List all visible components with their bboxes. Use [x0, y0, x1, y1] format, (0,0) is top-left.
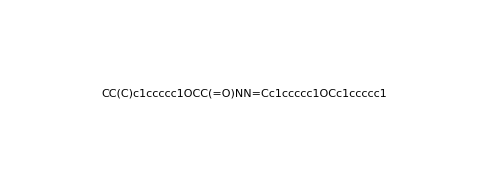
Text: CC(C)c1ccccc1OCC(=O)NN=Cc1ccccc1OCc1ccccc1: CC(C)c1ccccc1OCC(=O)NN=Cc1ccccc1OCc1cccc…	[102, 88, 386, 98]
